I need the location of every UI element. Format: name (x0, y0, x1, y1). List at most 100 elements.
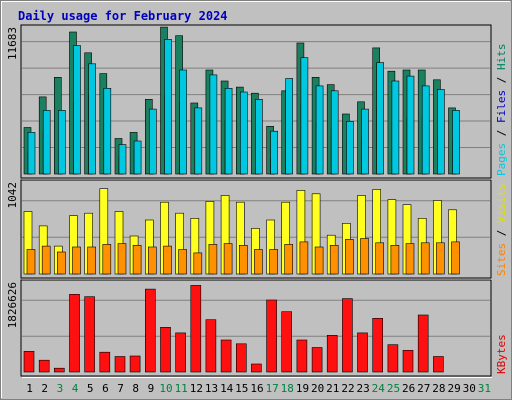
bar-kbytes-day-7 (114, 356, 126, 373)
bar-kbytes-day-25 (387, 344, 399, 373)
bar-kbytes-day-26 (402, 349, 414, 373)
bar-sites-day-22 (345, 239, 354, 275)
chart-title: Daily usage for February 2024 (18, 9, 228, 23)
bar-sites-day-2 (41, 245, 51, 275)
bar-pages-day-23 (361, 108, 369, 175)
bar-pages-day-15 (240, 91, 248, 175)
legend-part: / (495, 123, 508, 143)
bar-kbytes-day-20 (311, 347, 323, 373)
bar-pages-day-8 (133, 140, 142, 175)
bar-sites-day-13 (208, 244, 218, 275)
x-tick-label-20: 20 (311, 382, 324, 395)
bar-pages-day-10 (164, 39, 172, 175)
bar-sites-day-5 (87, 246, 96, 275)
legend-part: Visits (495, 183, 508, 223)
bar-pages-day-19 (300, 57, 309, 175)
panels: 11683 Pages / Files / Hits 1042 Sites / Vis… (6, 24, 508, 378)
bar-kbytes-day-28 (433, 356, 444, 373)
bar-pages-day-2 (42, 110, 51, 175)
x-tick-label-15: 15 (235, 382, 248, 395)
bar-pages-day-1 (27, 132, 36, 175)
bar-kbytes-day-11 (175, 332, 186, 373)
bar-kbytes-day-22 (342, 298, 353, 373)
bar-pages-day-5 (88, 63, 96, 175)
bar-kbytes-day-12 (190, 285, 202, 373)
bar-pages-day-16 (255, 99, 263, 175)
x-tick-label-4: 4 (72, 382, 79, 395)
bar-kbytes-day-6 (99, 351, 111, 373)
x-tick-label-6: 6 (102, 382, 109, 395)
bar-sites-day-3 (56, 251, 66, 275)
bar-pages-day-13 (209, 74, 218, 175)
bar-sites-day-4 (72, 246, 81, 275)
bar-sites-day-27 (420, 242, 430, 275)
legend-part: Hits (495, 44, 508, 71)
panel-max-label: 1826626 (6, 282, 19, 328)
bar-kbytes-day-23 (357, 332, 368, 373)
bar-pages-day-26 (406, 75, 415, 175)
x-tick-label-18: 18 (281, 382, 294, 395)
bar-sites-day-14 (223, 243, 233, 275)
bar-sites-day-18 (284, 244, 294, 275)
x-tick-label-14: 14 (220, 382, 234, 395)
legend-part: KBytes (495, 334, 508, 374)
x-tick-label-8: 8 (132, 382, 139, 395)
bar-kbytes-day-3 (53, 367, 65, 373)
bar-kbytes-day-19 (296, 339, 308, 373)
bar-pages-day-20 (315, 85, 324, 175)
panel-max-label: 11683 (6, 27, 19, 60)
bar-sites-day-8 (132, 245, 142, 275)
bar-pages-day-4 (73, 45, 81, 175)
bar-kbytes-day-4 (69, 293, 80, 373)
bar-sites-day-20 (314, 246, 324, 275)
bar-sites-day-1 (26, 249, 36, 275)
x-tick-label-22: 22 (341, 382, 354, 395)
bar-sites-day-9 (148, 246, 157, 275)
panel-max-label: 1042 (6, 182, 19, 209)
bar-pages-day-12 (194, 107, 203, 175)
bar-kbytes-day-17 (266, 299, 277, 373)
bar-pages-day-29 (452, 110, 460, 175)
x-tick-label-28: 28 (432, 382, 445, 395)
bar-kbytes-day-9 (145, 288, 156, 373)
panel-visits-sites: 1042 Sites / Visits (6, 179, 508, 280)
bar-pages-day-21 (330, 90, 339, 175)
bar-pages-day-28 (437, 89, 445, 175)
x-tick-label-31: 31 (478, 382, 491, 395)
panel-legend-label: Sites / Visits (495, 183, 508, 276)
x-axis-labels: 1 2 3 4 5 6 7 8 9 10 11 12 13 14 15 16 17 18 19 20 21 22 23 24 2… (26, 382, 491, 395)
x-tick-label-21: 21 (326, 382, 339, 395)
bar-sites-day-11 (178, 249, 187, 275)
bar-sites-day-23 (360, 238, 369, 275)
bar-kbytes-day-24 (372, 317, 384, 373)
x-tick-label-24: 24 (372, 382, 386, 395)
legend-part: Pages (495, 143, 508, 176)
bar-kbytes-day-2 (38, 359, 50, 373)
x-tick-label-29: 29 (447, 382, 460, 395)
x-tick-label-3: 3 (57, 382, 64, 395)
bar-sites-day-25 (390, 245, 400, 275)
bar-sites-day-21 (329, 245, 339, 275)
x-tick-label-17: 17 (266, 382, 279, 395)
x-tick-label-9: 9 (148, 382, 155, 395)
panel-legend-label: Pages / Files / Hits (495, 44, 508, 177)
x-tick-label-27: 27 (417, 382, 430, 395)
bar-sites-day-19 (299, 241, 309, 275)
legend-part: / (495, 223, 508, 243)
legend-part: / (495, 70, 508, 90)
bar-pages-day-17 (270, 130, 278, 175)
bar-kbytes-day-13 (205, 319, 217, 373)
bar-kbytes-day-8 (129, 355, 141, 373)
bar-kbytes-day-5 (84, 296, 95, 373)
bar-sites-day-12 (193, 252, 203, 275)
x-tick-label-5: 5 (87, 382, 94, 395)
panel-kbytes: 1826626 KBytes (6, 279, 508, 378)
bar-sites-day-26 (405, 243, 415, 275)
bar-kbytes-day-27 (417, 314, 429, 373)
bar-sites-day-24 (375, 242, 385, 275)
x-tick-label-11: 11 (175, 382, 188, 395)
bar-pages-day-6 (103, 88, 112, 175)
bar-sites-day-28 (436, 242, 445, 275)
